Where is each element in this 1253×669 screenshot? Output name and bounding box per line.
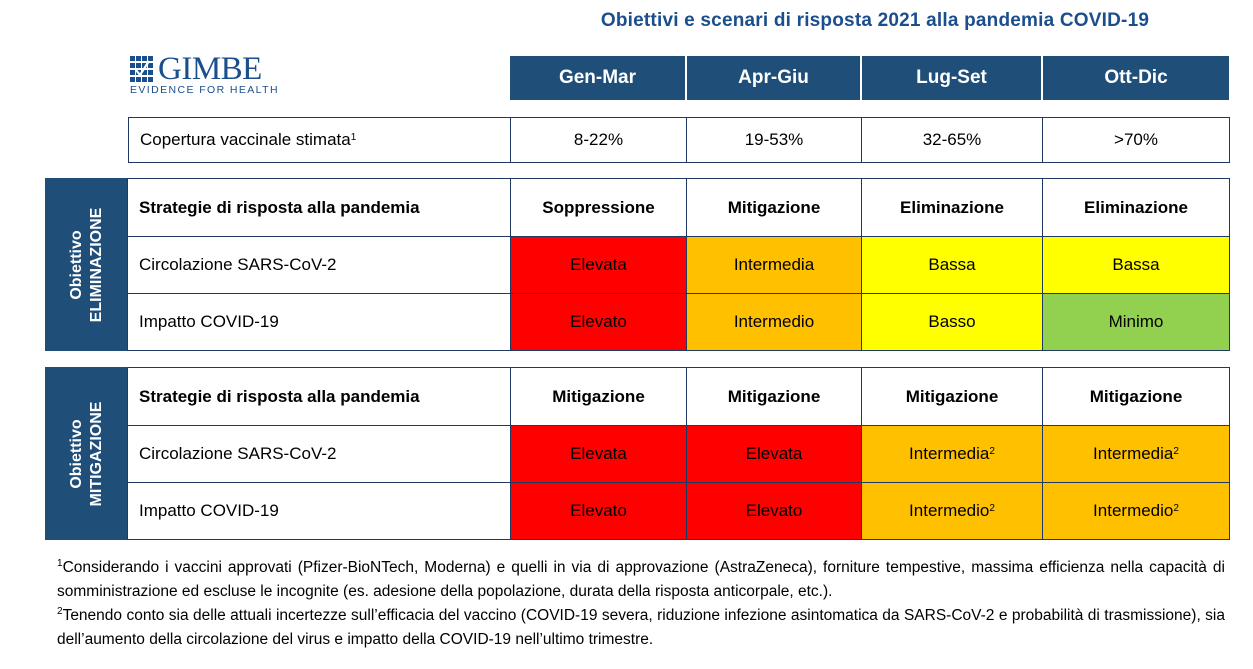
mitigation-side-label: Obiettivo MITIGAZIONE xyxy=(45,367,128,540)
side-line: Obiettivo xyxy=(67,229,85,300)
circulation-cell: Bassa xyxy=(1042,236,1230,294)
strategy-cell: Eliminazione xyxy=(1042,178,1230,237)
gimbe-grid-icon xyxy=(130,56,153,82)
circulation-value: Intermedia xyxy=(1093,444,1174,463)
strategy-cell: Mitigazione xyxy=(1042,367,1230,426)
circulation-cell: Elevata xyxy=(510,236,687,294)
footnote-mark: 2 xyxy=(1173,445,1179,457)
circulation-value: Intermedia xyxy=(909,444,990,463)
footnote-mark: 1 xyxy=(350,131,357,143)
strategy-cell: Mitigazione xyxy=(686,367,862,426)
footnote-mark: 2 xyxy=(1173,502,1179,514)
logo-tagline: EVIDENCE FOR HEALTH xyxy=(130,84,279,96)
impact-cell: Minimo xyxy=(1042,293,1230,351)
side-line: ELIMINAZIONE xyxy=(87,207,105,322)
footnote-text: Tenendo conto sia delle attuali incertez… xyxy=(57,607,1225,648)
page-title: Obiettivi e scenari di risposta 2021 all… xyxy=(600,10,1150,31)
impact-label: Impatto COVID-19 xyxy=(127,482,511,540)
circulation-cell: Intermedia 2 xyxy=(861,425,1043,483)
impact-cell: Intermedio 2 xyxy=(861,482,1043,540)
strategy-label: Strategie di risposta alla pandemia xyxy=(127,178,511,237)
footnote-mark: 2 xyxy=(989,445,995,457)
coverage-label-text: Copertura vaccinale stimata xyxy=(140,130,351,149)
period-header: Ott-Dic xyxy=(1043,56,1229,100)
strategy-cell: Soppressione xyxy=(510,178,687,237)
period-header: Gen-Mar xyxy=(510,56,685,100)
side-line: Obiettivo xyxy=(67,418,85,489)
coverage-value: 19-53% xyxy=(686,117,862,163)
coverage-label: Copertura vaccinale stimata 1 xyxy=(128,117,511,163)
circulation-cell: Elevata xyxy=(686,425,862,483)
circulation-cell: Bassa xyxy=(861,236,1043,294)
circulation-label: Circolazione SARS-CoV-2 xyxy=(127,425,511,483)
strategy-label: Strategie di risposta alla pandemia xyxy=(127,367,511,426)
footnote-mark: 2 xyxy=(57,606,63,617)
strategy-cell: Mitigazione xyxy=(510,367,687,426)
footnote: 2Tenendo conto sia delle attuali incerte… xyxy=(57,604,1225,652)
period-header: Lug-Set xyxy=(862,56,1041,100)
footnote-text: Considerando i vaccini approvati (Pfizer… xyxy=(57,559,1225,600)
footnote: 1Considerando i vaccini approvati (Pfize… xyxy=(57,556,1225,604)
coverage-value: 32-65% xyxy=(861,117,1043,163)
footnote-mark: 1 xyxy=(57,558,63,569)
footnotes: 1Considerando i vaccini approvati (Pfize… xyxy=(57,556,1225,652)
circulation-label: Circolazione SARS-CoV-2 xyxy=(127,236,511,294)
impact-value: Intermedio xyxy=(909,501,990,520)
elimination-side-label: Obiettivo ELIMINAZIONE xyxy=(45,178,128,351)
logo-wordmark: GIMBE xyxy=(158,51,262,87)
circulation-cell: Intermedia 2 xyxy=(1042,425,1230,483)
strategy-cell: Mitigazione xyxy=(686,178,862,237)
coverage-value: 8-22% xyxy=(510,117,687,163)
impact-cell: Basso xyxy=(861,293,1043,351)
impact-cell: Elevato xyxy=(686,482,862,540)
impact-cell: Intermedio xyxy=(686,293,862,351)
strategy-cell: Eliminazione xyxy=(861,178,1043,237)
circulation-cell: Intermedia xyxy=(686,236,862,294)
coverage-value: >70% xyxy=(1042,117,1230,163)
impact-cell: Intermedio 2 xyxy=(1042,482,1230,540)
strategy-cell: Mitigazione xyxy=(861,367,1043,426)
impact-cell: Elevato xyxy=(510,482,687,540)
footnote-mark: 2 xyxy=(989,502,995,514)
side-line: MITIGAZIONE xyxy=(87,401,105,506)
period-header: Apr-Giu xyxy=(687,56,860,100)
gimbe-logo: GIMBE EVIDENCE FOR HEALTH xyxy=(128,52,278,100)
impact-value: Intermedio xyxy=(1093,501,1174,520)
circulation-cell: Elevata xyxy=(510,425,687,483)
impact-cell: Elevato xyxy=(510,293,687,351)
impact-label: Impatto COVID-19 xyxy=(127,293,511,351)
